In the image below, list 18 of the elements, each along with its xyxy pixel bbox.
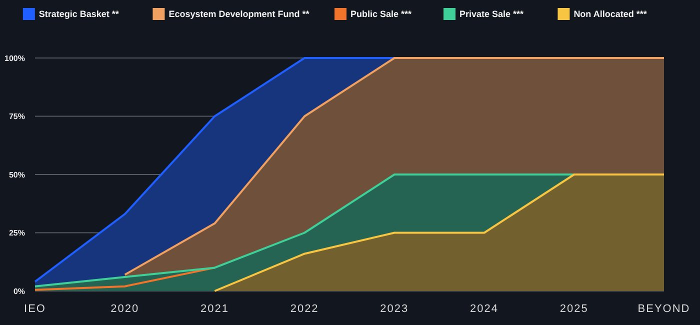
y-tick-label: 75% [8,112,25,122]
x-tick-label: IEO [24,303,46,315]
x-tick-label: 2025 [560,303,588,315]
x-tick-label: 2023 [380,303,409,315]
y-tick-label: 25% [8,228,25,238]
y-tick-label: 0% [13,286,25,296]
legend-label: Private Sale *** [460,9,524,20]
y-tick-label: 50% [8,170,25,180]
legend-label: Strategic Basket ** [38,9,120,20]
y-tick-label: 100% [4,54,25,63]
x-tick-label: BEYOND [638,303,690,315]
legend-label: Non Allocated *** [574,9,648,20]
x-tick-label: 2024 [470,303,499,315]
x-tick-label: 2022 [290,303,319,315]
legend-label: Ecosystem Development Fund ** [168,9,310,20]
x-tick-label: 2021 [200,303,229,315]
x-tick-label: 2020 [110,303,140,315]
legend-label: Public Sale *** [350,9,412,20]
